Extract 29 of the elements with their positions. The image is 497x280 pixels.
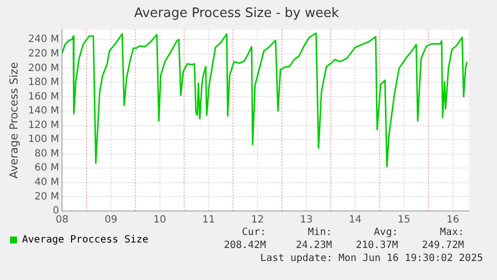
text: Avg: 210.37M — [354, 226, 398, 252]
x-tick-label: 11 — [202, 214, 216, 226]
x-tick-label: 09 — [104, 214, 118, 226]
y-tick-label: 60 M — [34, 162, 60, 174]
y-tick-label: 120 M — [28, 120, 60, 131]
x-tick-label: 10 — [153, 214, 166, 226]
y-axis-title: Average Process Size — [7, 62, 20, 179]
y-tick-label: 240 M — [28, 34, 60, 46]
chart-title: Average Process Size - by week — [134, 6, 340, 22]
legend-label: Average Proccess Size — [22, 234, 148, 246]
x-tick-label: 12 — [251, 214, 264, 226]
x-tick-label: 14 — [348, 214, 362, 226]
y-tick-label: 100 M — [28, 134, 60, 146]
y-tick-label: 200 M — [28, 62, 60, 74]
y-tick-label: 180 M — [28, 77, 60, 88]
y-tick-label: 20 M — [34, 191, 60, 202]
x-tick-label: 08 — [56, 214, 68, 226]
text: Last update: Mon Jun 16 19:30:02 2025 — [260, 253, 483, 264]
y-tick-label: 80 M — [34, 148, 60, 160]
text: Min: 24.23M — [294, 226, 332, 252]
y-tick-label: 40 M — [34, 177, 60, 188]
y-tick-label: 140 M — [28, 106, 60, 117]
text: Max: 249.72M — [420, 226, 464, 252]
x-tick-label: 15 — [398, 214, 410, 226]
y-tick-label: 160 M — [28, 91, 60, 102]
text: Cur: 208.42M — [222, 226, 266, 252]
x-tick-label: 16 — [446, 214, 460, 226]
y-tick-label: 220 M — [28, 48, 60, 60]
x-tick-label: 13 — [300, 214, 313, 226]
